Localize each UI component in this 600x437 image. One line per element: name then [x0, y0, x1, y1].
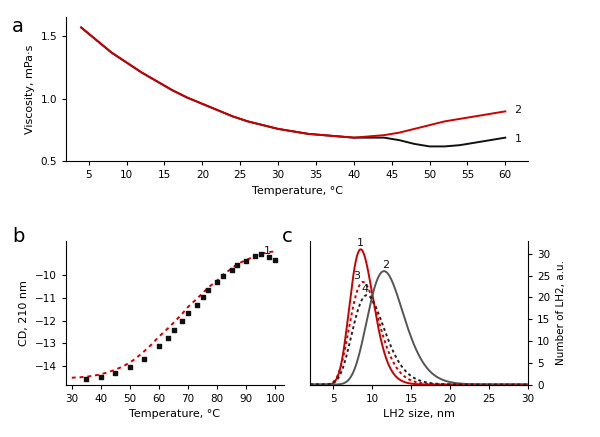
Y-axis label: CD, 210 nm: CD, 210 nm [19, 280, 29, 346]
Point [203, 286, 213, 293]
Y-axis label: Viscosity, mPa·s: Viscosity, mPa·s [25, 45, 35, 134]
Point [271, 257, 280, 264]
X-axis label: Temperature, °C: Temperature, °C [251, 186, 343, 196]
Text: 3: 3 [353, 271, 360, 281]
Point [233, 261, 242, 268]
Point [169, 326, 178, 333]
Point [163, 334, 172, 341]
Text: 4: 4 [361, 284, 368, 294]
Point [178, 317, 187, 324]
Point [140, 356, 149, 363]
Text: 1: 1 [357, 238, 364, 248]
Text: 1: 1 [514, 134, 521, 144]
Point [227, 267, 236, 274]
Point [96, 373, 106, 380]
Point [250, 253, 260, 260]
Point [256, 250, 265, 257]
Point [154, 342, 164, 349]
Point [218, 273, 228, 280]
X-axis label: LH2 size, nm: LH2 size, nm [383, 409, 455, 419]
Text: a: a [12, 17, 24, 36]
Text: b: b [12, 227, 25, 246]
Point [125, 364, 135, 371]
Point [265, 253, 274, 260]
Y-axis label: Number of LH2, a.u.: Number of LH2, a.u. [556, 260, 566, 365]
Text: 2: 2 [382, 260, 389, 270]
Text: 1: 1 [263, 246, 271, 257]
Point [212, 278, 222, 285]
Point [241, 257, 251, 264]
Text: 2: 2 [514, 105, 521, 115]
Point [183, 309, 193, 316]
Text: c: c [282, 227, 293, 246]
Point [82, 375, 91, 382]
Point [198, 293, 208, 300]
Point [192, 301, 202, 308]
X-axis label: Temperature, °C: Temperature, °C [130, 409, 220, 419]
Point [110, 370, 120, 377]
